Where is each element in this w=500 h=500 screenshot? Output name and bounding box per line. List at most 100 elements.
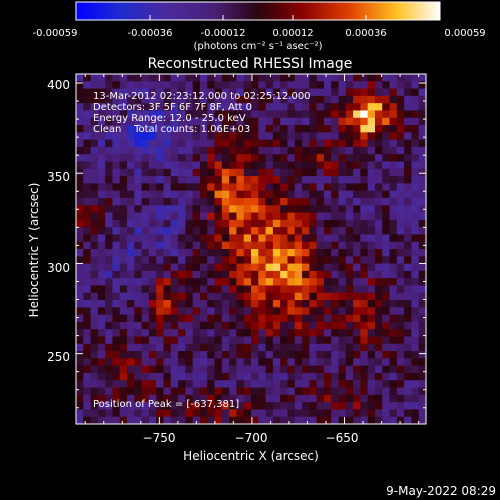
heatmap-cell (251, 329, 259, 337)
heatmap-cell (207, 81, 215, 89)
heatmap-cell (266, 402, 274, 410)
heatmap-cell (105, 242, 113, 250)
heatmap-cell (419, 234, 427, 242)
heatmap-cell (346, 176, 354, 184)
heatmap-cell (222, 366, 230, 374)
heatmap-cell (287, 110, 295, 118)
heatmap-cell (368, 256, 376, 264)
heatmap-cell (193, 358, 201, 366)
heatmap-cell (317, 366, 325, 374)
heatmap-cell (215, 220, 223, 228)
heatmap-cell (200, 162, 208, 170)
heatmap-cell (273, 213, 281, 221)
heatmap-cell (178, 74, 186, 82)
heatmap-cell (397, 402, 405, 410)
heatmap-cell (222, 81, 230, 89)
heatmap-cell (287, 147, 295, 155)
heatmap-cell (346, 132, 354, 140)
heatmap-cell (375, 191, 383, 199)
heatmap-cell (251, 103, 259, 111)
heatmap-cell (98, 329, 106, 337)
heatmap-cell (120, 220, 128, 228)
heatmap-cell (302, 81, 310, 89)
heatmap-cell (127, 409, 135, 417)
heatmap-cell (353, 205, 361, 213)
heatmap-cell (411, 89, 419, 97)
heatmap-cell (280, 278, 288, 286)
heatmap-cell (375, 322, 383, 330)
heatmap-cell (346, 220, 354, 228)
heatmap-cell (397, 388, 405, 396)
heatmap-cell (404, 191, 412, 199)
heatmap-cell (244, 140, 252, 148)
heatmap-cell (244, 344, 252, 352)
heatmap-cell (382, 351, 390, 359)
heatmap-cell (98, 191, 106, 199)
heatmap-cell (280, 242, 288, 250)
heatmap-cell (375, 176, 383, 184)
heatmap-cell (382, 373, 390, 381)
heatmap-cell (134, 147, 142, 155)
heatmap-cell (164, 198, 172, 206)
heatmap-cell (375, 351, 383, 359)
heatmap-cell (229, 205, 237, 213)
heatmap-cell (397, 205, 405, 213)
heatmap-cell (193, 242, 201, 250)
heatmap-cell (207, 234, 215, 242)
heatmap-cell (397, 293, 405, 301)
heatmap-cell (258, 242, 266, 250)
heatmap-cell (229, 358, 237, 366)
heatmap-cell (404, 198, 412, 206)
heatmap-cell (397, 242, 405, 250)
heatmap-cell (404, 234, 412, 242)
heatmap-cell (98, 344, 106, 352)
heatmap-cell (353, 264, 361, 272)
heatmap-cell (258, 118, 266, 126)
heatmap-cell (236, 409, 244, 417)
heatmap-cell (324, 373, 332, 381)
heatmap-cell (404, 220, 412, 228)
heatmap-cell (368, 395, 376, 403)
heatmap-cell (244, 154, 252, 162)
heatmap-cell (258, 198, 266, 206)
heatmap-cell (200, 183, 208, 191)
heatmap-cell (91, 380, 99, 388)
heatmap-cell (309, 191, 317, 199)
heatmap-cell (346, 96, 354, 104)
heatmap-cell (266, 256, 274, 264)
heatmap-cell (215, 409, 223, 417)
heatmap-cell (287, 373, 295, 381)
heatmap-cell (105, 176, 113, 184)
colorbar (76, 2, 440, 20)
heatmap-cell (76, 191, 84, 199)
heatmap-cell (120, 81, 128, 89)
heatmap-cell (164, 329, 172, 337)
heatmap-cell (149, 337, 157, 345)
heatmap-cell (331, 227, 339, 235)
heatmap-cell (236, 307, 244, 315)
heatmap-cell (266, 169, 274, 177)
heatmap-cell (156, 205, 164, 213)
heatmap-cell (295, 132, 303, 140)
heatmap-cell (142, 205, 150, 213)
heatmap-cell (200, 234, 208, 242)
heatmap-cell (295, 366, 303, 374)
heatmap-cell (273, 380, 281, 388)
heatmap-cell (91, 256, 99, 264)
heatmap-cell (222, 220, 230, 228)
heatmap-cell (142, 278, 150, 286)
heatmap-cell (105, 300, 113, 308)
heatmap-cell (266, 81, 274, 89)
heatmap-cell (185, 140, 193, 148)
heatmap-cell (134, 154, 142, 162)
heatmap-cell (200, 366, 208, 374)
heatmap-cell (353, 191, 361, 199)
heatmap-cell (309, 118, 317, 126)
heatmap-cell (280, 264, 288, 272)
heatmap-cell (404, 337, 412, 345)
heatmap-cell (76, 388, 84, 396)
heatmap-cell (251, 293, 259, 301)
heatmap-cell (404, 271, 412, 279)
heatmap-cell (368, 307, 376, 315)
heatmap-cell (164, 322, 172, 330)
